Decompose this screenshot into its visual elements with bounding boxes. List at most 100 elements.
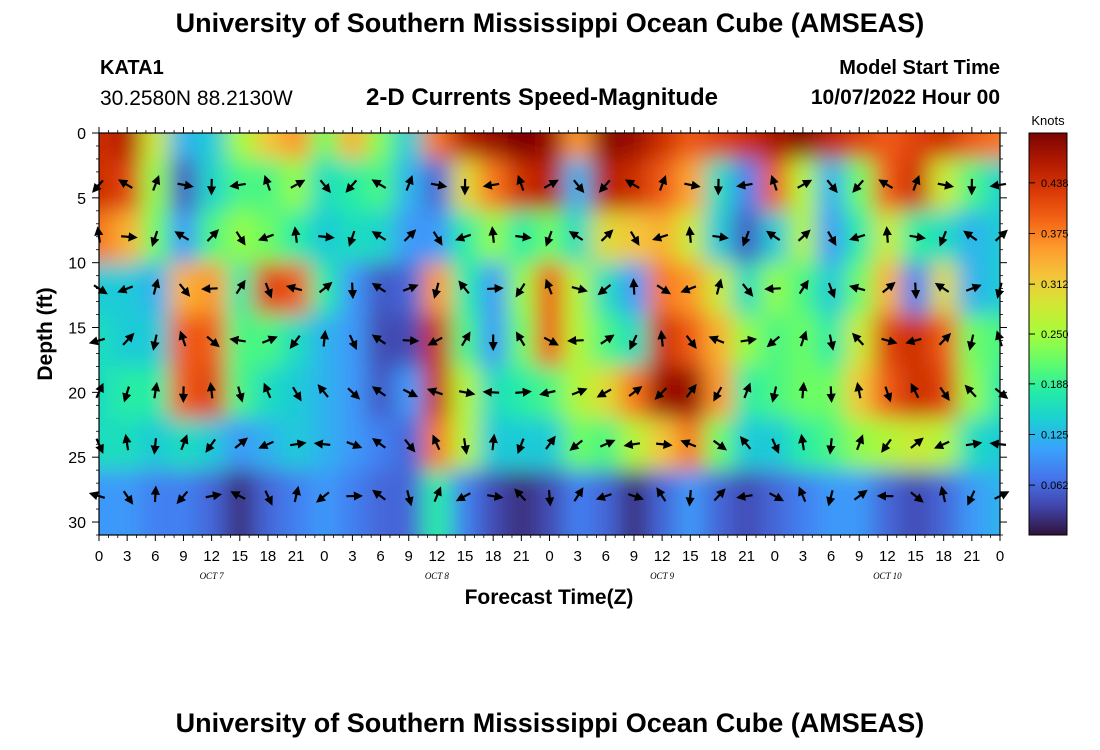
colorbar-tick-label: 0.062 xyxy=(1041,480,1069,492)
current-arrow xyxy=(403,229,417,242)
current-vectors xyxy=(88,174,1010,507)
current-arrow xyxy=(404,490,414,507)
current-arrow xyxy=(427,336,443,346)
current-arrow xyxy=(685,490,695,507)
current-arrow xyxy=(264,282,273,299)
current-arrow xyxy=(910,282,921,300)
current-arrow xyxy=(854,381,864,399)
current-arrow xyxy=(739,435,752,450)
current-arrow xyxy=(285,283,303,293)
heatmap-cell xyxy=(619,470,649,535)
current-arrow xyxy=(713,488,726,502)
current-arrow xyxy=(798,486,807,503)
current-arrow xyxy=(347,282,358,300)
heatmap-cell xyxy=(450,133,480,160)
heatmap-cell xyxy=(535,133,565,160)
heatmap-cell xyxy=(985,133,1000,160)
heatmap-cell xyxy=(985,158,1000,212)
colorbar-title: Knots xyxy=(1031,113,1065,128)
heatmap-cell xyxy=(507,470,536,535)
heatmap-cell xyxy=(563,133,593,160)
y-tick-label: 0 xyxy=(77,126,86,143)
current-arrow xyxy=(963,230,978,242)
day-label: OCT 8 xyxy=(425,571,450,581)
heatmap-cell xyxy=(985,314,1000,367)
current-arrow xyxy=(460,438,470,455)
current-arrow xyxy=(827,230,837,246)
current-arrow xyxy=(257,232,274,242)
current-arrow xyxy=(201,284,218,294)
current-arrow xyxy=(317,384,329,398)
current-arrow xyxy=(426,387,443,397)
current-arrow xyxy=(656,284,672,295)
current-arrow xyxy=(764,284,781,294)
x-tick-label: 9 xyxy=(855,548,863,565)
current-arrow xyxy=(318,281,333,294)
x-tick-label: 18 xyxy=(260,548,277,565)
heatmap-cell xyxy=(422,133,452,160)
current-arrow xyxy=(117,284,134,294)
current-arrow xyxy=(933,440,950,450)
heatmap-cell xyxy=(676,133,705,160)
current-arrow xyxy=(402,388,419,398)
colorbar-gradient xyxy=(1028,132,1068,536)
current-arrow xyxy=(347,230,357,247)
current-arrow xyxy=(516,174,526,191)
current-arrow xyxy=(205,438,217,453)
current-arrow xyxy=(289,439,307,449)
current-arrow xyxy=(539,388,556,398)
current-arrow xyxy=(235,386,245,403)
chart-subtitle: 2-D Currents Speed-Magnitude xyxy=(366,84,719,111)
current-arrow xyxy=(798,330,808,347)
axis-ticks xyxy=(92,127,1007,541)
current-arrow xyxy=(826,490,836,507)
current-arrow xyxy=(454,232,472,242)
current-arrow xyxy=(371,282,387,293)
heatmap-cell xyxy=(141,133,170,160)
page-title: University of Southern Mississippi Ocean… xyxy=(175,8,925,38)
x-tick-label: 6 xyxy=(602,548,610,565)
current-arrow xyxy=(827,282,836,299)
current-arrow xyxy=(150,381,161,399)
y-tick-label: 30 xyxy=(68,515,86,532)
x-tick-label: 6 xyxy=(376,548,384,565)
x-tick-label: 0 xyxy=(771,548,779,565)
current-arrow xyxy=(545,490,555,507)
current-arrow xyxy=(179,434,189,451)
current-arrow xyxy=(882,226,892,243)
current-arrow xyxy=(658,174,667,191)
current-arrow xyxy=(964,384,977,398)
current-arrow xyxy=(571,284,588,294)
current-arrow xyxy=(629,231,640,246)
heatmap-cell xyxy=(957,133,987,160)
current-arrow xyxy=(741,230,751,247)
heatmap-cell xyxy=(788,470,818,535)
current-arrow xyxy=(264,490,273,506)
current-arrow xyxy=(430,180,448,190)
current-arrow xyxy=(905,336,922,346)
heatmap-cell xyxy=(788,133,818,160)
current-arrow xyxy=(291,226,301,243)
x-tick-label: 0 xyxy=(320,548,328,565)
heatmap-cell xyxy=(648,133,677,160)
current-arrow xyxy=(569,439,584,451)
heatmap-cell xyxy=(450,470,480,535)
current-arrow xyxy=(263,174,272,191)
heatmap-cell xyxy=(422,470,452,535)
x-tick-label: 3 xyxy=(123,548,131,565)
current-arrow xyxy=(432,231,443,246)
heatmap-cell xyxy=(591,133,621,160)
y-tick-label: 5 xyxy=(77,191,86,208)
current-arrow xyxy=(598,179,611,193)
current-arrow xyxy=(967,490,976,506)
current-arrow xyxy=(937,180,955,190)
current-arrow xyxy=(624,179,640,189)
current-arrow xyxy=(656,487,667,502)
current-arrow xyxy=(657,329,667,347)
x-tick-label: 15 xyxy=(457,548,474,565)
x-tick-label: 0 xyxy=(95,548,103,565)
current-arrow xyxy=(482,387,500,397)
current-arrow xyxy=(881,438,892,453)
current-arrow xyxy=(516,438,526,455)
current-arrow xyxy=(741,283,754,297)
